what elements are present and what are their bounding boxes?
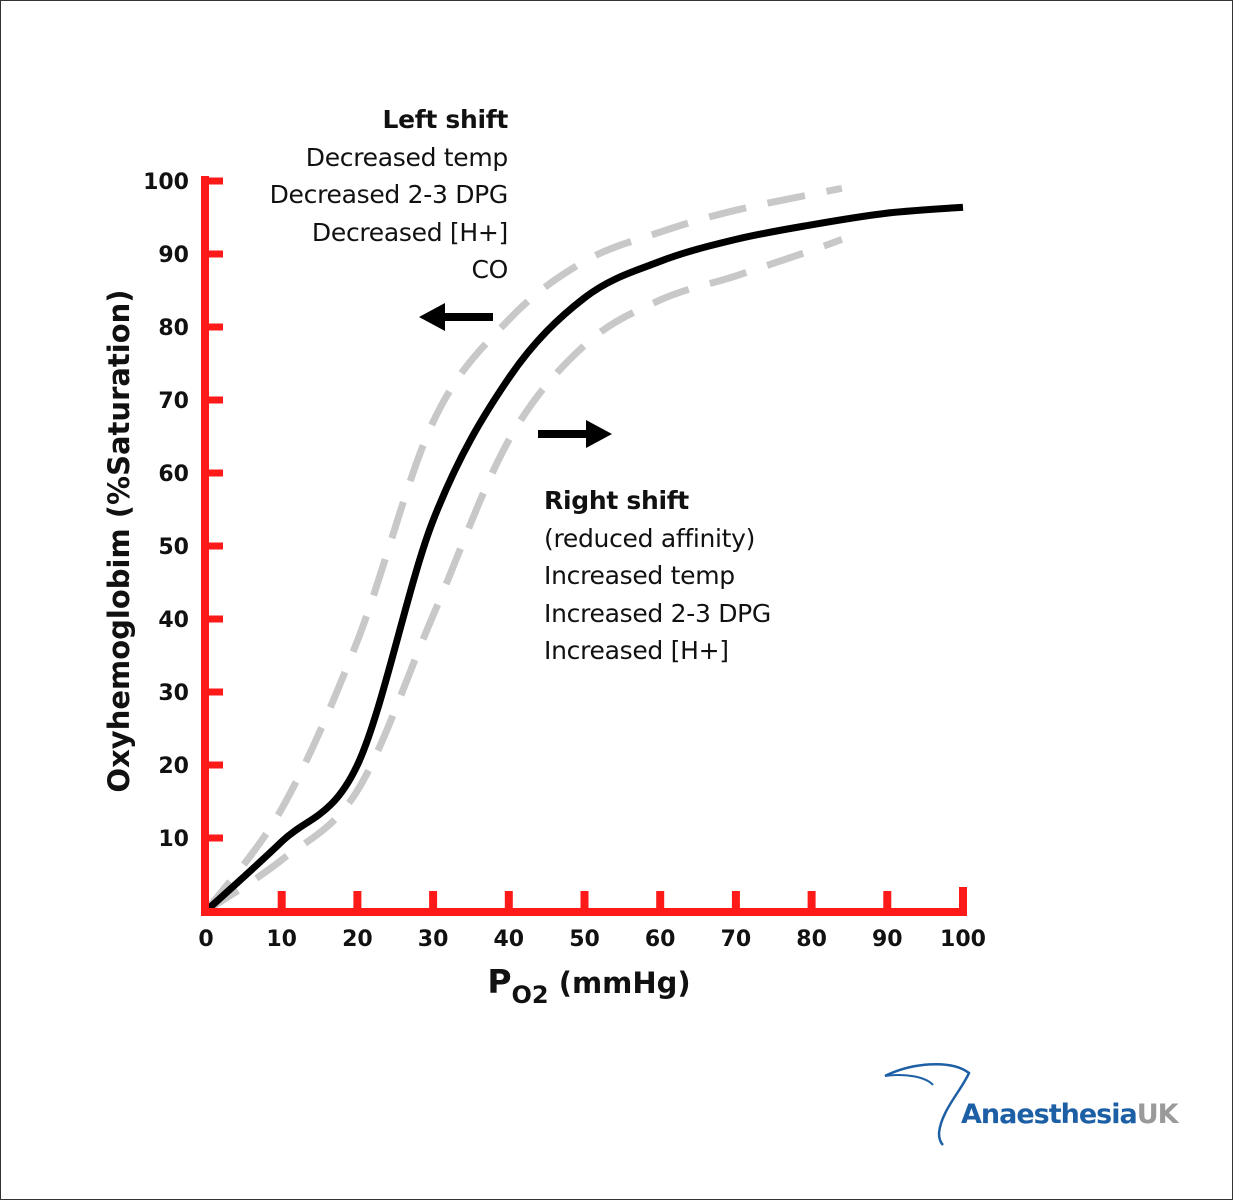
right-shift-curve bbox=[204, 236, 844, 914]
y-axis-title: Oxyhemoglobim (%Saturation) bbox=[102, 289, 136, 792]
y-tick-label: 90 bbox=[158, 243, 189, 268]
x-tick-label: 30 bbox=[418, 927, 449, 952]
y-tick-label: 40 bbox=[158, 608, 189, 633]
right-shift-line: Increased [H+] bbox=[544, 636, 729, 665]
right-shift-line: (reduced affinity) bbox=[544, 523, 756, 553]
left-shift-line: CO bbox=[471, 255, 508, 284]
left-shift-annotation: Left shift Decreased temp Decreased 2-3 … bbox=[269, 101, 509, 289]
x-tick-label: 90 bbox=[872, 927, 903, 952]
logo-text-suffix: UK bbox=[1136, 1099, 1179, 1130]
y-tick-label: 30 bbox=[158, 681, 189, 706]
y-tick-label: 80 bbox=[158, 316, 189, 341]
x-tick-label: 10 bbox=[266, 927, 297, 952]
logo-swoosh-icon bbox=[884, 1063, 971, 1146]
x-tick-label: 60 bbox=[645, 927, 676, 952]
left-arrow-head-icon bbox=[419, 303, 445, 331]
x-tick-label: 70 bbox=[721, 927, 752, 952]
left-shift-line: Decreased 2-3 DPG bbox=[269, 180, 509, 209]
x-tick-label: 40 bbox=[493, 927, 524, 952]
normal-dissociation-curve bbox=[203, 203, 964, 914]
x-tick-label: 0 bbox=[198, 927, 213, 952]
y-tick-label: 20 bbox=[158, 754, 189, 779]
logo-text-main: Anaesthesia bbox=[961, 1099, 1138, 1130]
y-tick-label: 50 bbox=[158, 535, 189, 560]
x-tick-label: 80 bbox=[796, 927, 827, 952]
y-tick-label: 100 bbox=[143, 170, 189, 195]
right-shift-line: Increased temp bbox=[544, 561, 735, 590]
left-shift-line: Decreased temp bbox=[305, 142, 509, 172]
right-shift-line: Increased 2-3 DPG bbox=[544, 598, 771, 628]
right-shift-title: Right shift bbox=[544, 486, 689, 515]
x-tick-label: 100 bbox=[940, 927, 986, 952]
left-shift-title: Left shift bbox=[382, 105, 509, 134]
x-tick-label: 20 bbox=[342, 927, 373, 952]
y-tick-label: 10 bbox=[158, 827, 189, 852]
anaesthesia-uk-logo: AnaesthesiaUK bbox=[881, 1061, 1201, 1151]
y-tick-label: 70 bbox=[158, 389, 189, 414]
right-shift-annotation: Right shift (reduced affinity) Increased… bbox=[544, 482, 771, 670]
left-shift-line: Decreased [H+] bbox=[311, 217, 508, 247]
right-arrow-head-icon bbox=[586, 420, 612, 448]
x-tick-label: 50 bbox=[569, 927, 600, 952]
y-tick-label: 60 bbox=[158, 462, 189, 487]
x-axis-title: PO2 (mmHg) bbox=[487, 962, 690, 1009]
left-shift-curve bbox=[203, 184, 843, 914]
